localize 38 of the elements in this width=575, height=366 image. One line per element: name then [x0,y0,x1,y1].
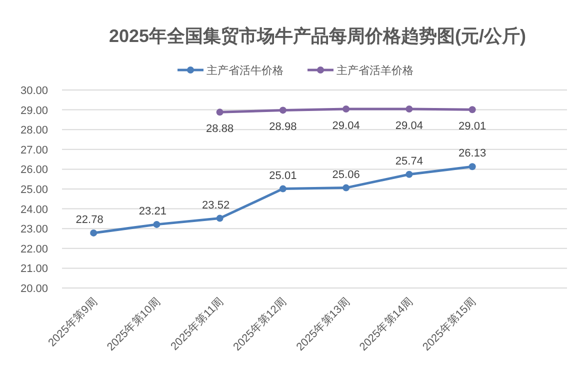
point [90,229,98,236]
point [406,106,413,113]
y-tick-label: 21.00 [20,263,48,276]
chart-title: 2025年全国集贸市场牛产品每周价格趋势图(元/公斤) [108,26,526,46]
data-label: 26.13 [458,148,486,160]
data-label: 23.52 [202,199,230,212]
point [406,170,413,178]
point [216,214,224,222]
data-label: 25.01 [269,170,297,182]
y-tick-label: 22.00 [20,243,48,256]
point [279,185,286,192]
y-tick-label: 29.00 [20,104,48,117]
y-tick-label: 26.00 [20,164,48,176]
point [468,163,476,170]
y-tick-label: 25.00 [20,184,48,196]
point [279,106,286,114]
data-label: 29.04 [332,120,360,132]
y-tick-label: 23.00 [20,224,48,236]
y-tick-label: 27.00 [20,144,48,156]
legend-label: 主产省活牛价格 [206,64,284,77]
point [216,108,224,116]
y-tick-label: 24.00 [20,204,48,216]
legend-label: 主产省活羊价格 [336,64,414,77]
y-tick-label: 20.00 [20,283,48,295]
y-tick-label: 28.00 [20,124,48,137]
data-label: 28.88 [206,123,234,136]
y-tick-label: 30.00 [20,85,48,97]
data-label: 23.21 [138,205,166,218]
data-label: 28.98 [269,121,297,134]
point [342,184,350,192]
point [468,106,476,114]
point [153,220,160,228]
data-label: 25.06 [332,168,360,181]
data-label: 22.78 [76,214,104,226]
data-label: 29.04 [395,120,423,132]
data-label: 29.01 [458,120,486,133]
data-label: 25.74 [395,155,423,168]
point [342,106,350,113]
